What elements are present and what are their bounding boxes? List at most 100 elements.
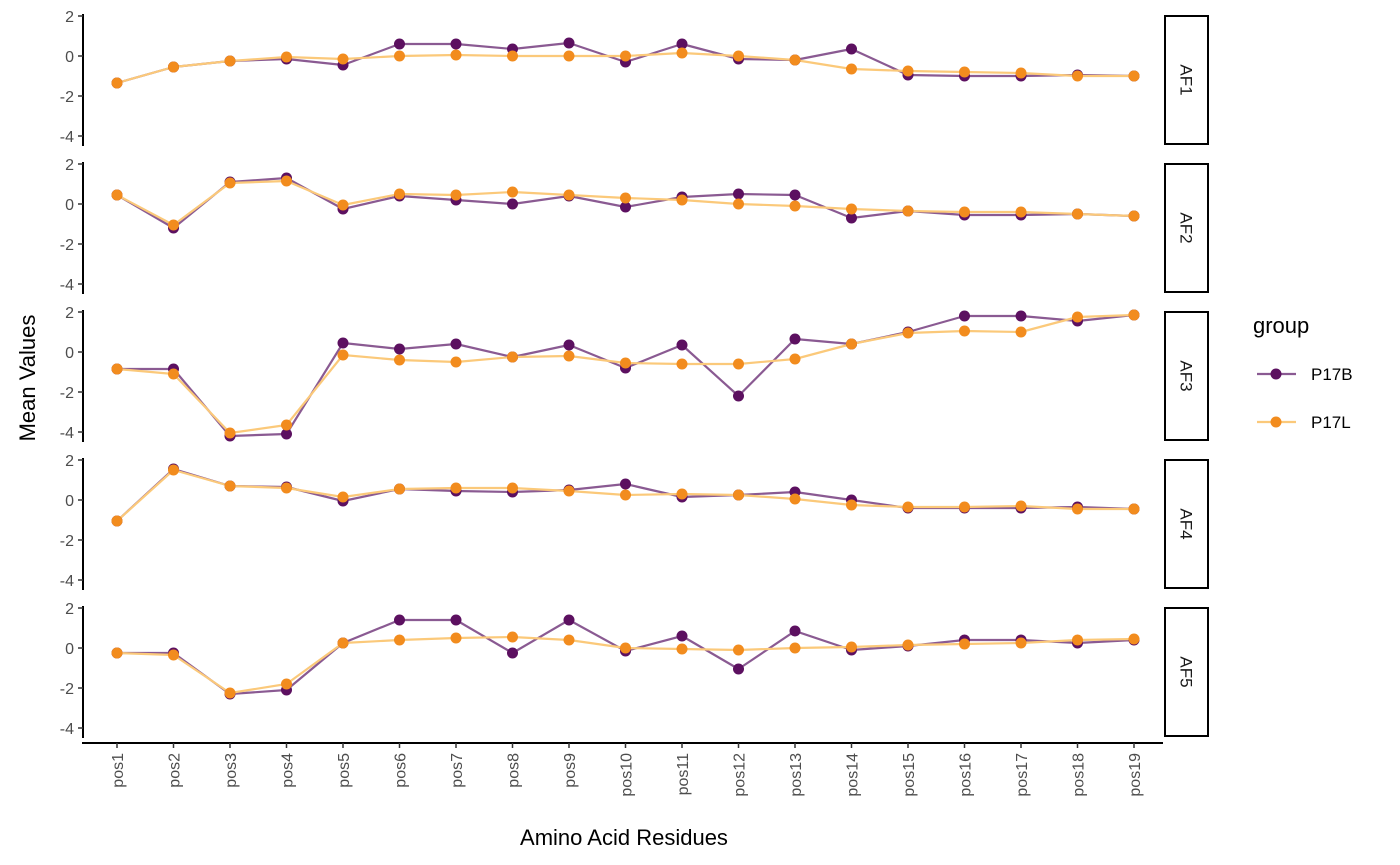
- y-tick-label: -4: [60, 573, 74, 590]
- data-point-p17b: [846, 43, 857, 55]
- data-point-p17l: [111, 189, 123, 201]
- data-point-p17l: [902, 65, 914, 77]
- data-point-p17l: [676, 488, 688, 500]
- data-point-p17l: [281, 51, 292, 63]
- y-tick-label: -2: [60, 385, 74, 402]
- panel-af4: 2 0 -2 -4 AF4: [60, 453, 1209, 590]
- facet-strip: [1164, 15, 1209, 145]
- data-point-p17b: [507, 647, 518, 659]
- data-point-p17b: [846, 212, 857, 224]
- data-point-p17l: [337, 349, 349, 361]
- data-point-p17b: [281, 428, 292, 440]
- data-point-p17l: [676, 358, 688, 370]
- x-tick-label: pos10: [619, 753, 636, 797]
- legend-item-p17l: P17L: [1257, 413, 1351, 432]
- data-point-p17l: [450, 356, 462, 368]
- x-tick-label: pos19: [1127, 753, 1144, 797]
- data-point-p17l: [620, 50, 631, 62]
- data-point-p17l: [507, 351, 518, 363]
- data-point-p17l: [337, 491, 349, 503]
- data-point-p17l: [1015, 326, 1027, 338]
- data-point-p17l: [111, 363, 123, 375]
- data-point-p17b: [959, 310, 970, 322]
- y-axis-title: Mean Values: [15, 315, 40, 442]
- data-point-p17l: [563, 350, 575, 362]
- data-point-p17b: [394, 343, 405, 355]
- data-point-p17b: [733, 663, 744, 675]
- data-point-p17l: [902, 639, 914, 651]
- data-point-p17l: [507, 631, 518, 643]
- data-point-p17l: [111, 77, 123, 89]
- data-point-p17l: [789, 642, 801, 654]
- x-tick-label: pos17: [1014, 753, 1031, 797]
- data-point-p17l: [168, 368, 179, 380]
- data-point-p17b: [789, 189, 801, 201]
- data-point-p17l: [733, 644, 744, 656]
- data-point-p17l: [620, 642, 631, 654]
- data-point-p17b: [1015, 310, 1027, 322]
- y-tick-label: -2: [60, 237, 74, 254]
- data-point-p17l: [1128, 503, 1140, 515]
- legend-point: [1270, 416, 1282, 428]
- data-point-p17b: [733, 390, 744, 402]
- data-point-p17l: [789, 200, 801, 212]
- data-point-p17l: [337, 53, 349, 65]
- y-tick-label: 2: [65, 305, 74, 322]
- data-point-p17b: [676, 339, 688, 351]
- data-point-p17l: [789, 54, 801, 66]
- x-tick-label: pos12: [732, 753, 749, 797]
- x-tick-label: pos2: [167, 753, 184, 788]
- data-point-p17l: [902, 327, 914, 339]
- data-point-p17l: [394, 188, 405, 200]
- data-point-p17b: [789, 333, 801, 345]
- data-point-p17l: [111, 515, 123, 527]
- data-point-p17l: [620, 489, 631, 501]
- data-point-p17l: [1128, 70, 1140, 82]
- panel-af2: 2 0 -2 -4 AF2: [60, 157, 1209, 294]
- y-tick-label: 0: [65, 493, 74, 510]
- data-point-p17l: [902, 205, 914, 217]
- data-point-p17l: [1015, 500, 1027, 512]
- data-point-p17l: [1015, 67, 1027, 79]
- y-tick-label: -4: [60, 129, 74, 146]
- data-point-p17b: [450, 614, 462, 626]
- data-point-p17l: [902, 501, 914, 513]
- data-point-p17l: [168, 219, 179, 231]
- series-line-p17b: [117, 618, 1135, 696]
- data-point-p17l: [450, 189, 462, 201]
- data-point-p17l: [959, 66, 970, 78]
- data-point-p17l: [337, 199, 349, 211]
- data-point-p17l: [846, 203, 857, 215]
- x-tick-label: pos1: [110, 753, 127, 788]
- data-point-p17l: [846, 338, 857, 350]
- data-point-p17l: [1072, 208, 1083, 220]
- x-tick-label: pos15: [901, 753, 918, 797]
- data-point-p17l: [620, 192, 631, 204]
- data-point-p17l: [733, 198, 744, 210]
- data-point-p17b: [507, 198, 518, 210]
- x-tick-label: pos5: [336, 753, 353, 788]
- x-tick-label: pos18: [1071, 753, 1088, 797]
- data-point-p17b: [394, 614, 405, 626]
- x-tick-label: pos11: [675, 753, 692, 796]
- x-tick-label: pos9: [562, 753, 579, 788]
- data-point-p17l: [450, 482, 462, 494]
- data-point-p17b: [620, 201, 631, 213]
- legend-label: P17B: [1311, 365, 1353, 384]
- y-tick-label: -4: [60, 277, 74, 294]
- data-point-p17l: [846, 641, 857, 653]
- data-point-p17l: [450, 49, 462, 61]
- y-tick-label: 2: [65, 9, 74, 26]
- data-point-p17l: [789, 493, 801, 505]
- data-point-p17l: [733, 50, 744, 62]
- data-point-p17l: [337, 637, 349, 649]
- data-point-p17l: [394, 483, 405, 495]
- data-point-p17l: [676, 194, 688, 206]
- data-point-p17l: [1072, 70, 1083, 82]
- y-tick-label: 2: [65, 157, 74, 174]
- data-point-p17l: [394, 354, 405, 366]
- data-point-p17b: [789, 625, 801, 637]
- data-point-p17l: [620, 357, 631, 369]
- data-point-p17b: [394, 38, 405, 50]
